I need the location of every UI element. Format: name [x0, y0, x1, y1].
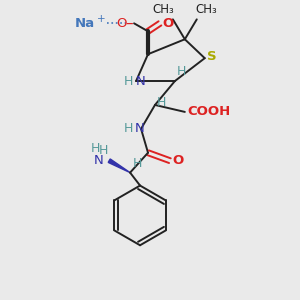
Text: H: H — [157, 97, 166, 110]
Polygon shape — [108, 159, 130, 172]
Text: H: H — [177, 65, 186, 78]
Text: H: H — [98, 144, 108, 157]
Text: CH₃: CH₃ — [152, 3, 174, 16]
Text: N: N — [136, 75, 146, 88]
Text: O: O — [162, 17, 173, 30]
Text: COOH: COOH — [188, 105, 231, 119]
Text: H: H — [124, 122, 133, 135]
Text: CH₃: CH₃ — [196, 3, 218, 16]
Text: N: N — [135, 122, 145, 135]
Text: O: O — [117, 17, 127, 30]
Text: N: N — [94, 154, 103, 167]
Text: H: H — [91, 142, 100, 155]
Text: O: O — [172, 154, 183, 167]
Text: H: H — [133, 157, 142, 169]
Text: –: – — [125, 16, 133, 31]
Text: S: S — [207, 50, 216, 63]
Text: Na: Na — [75, 17, 95, 30]
Text: H: H — [124, 75, 133, 88]
Text: +: + — [97, 14, 106, 24]
